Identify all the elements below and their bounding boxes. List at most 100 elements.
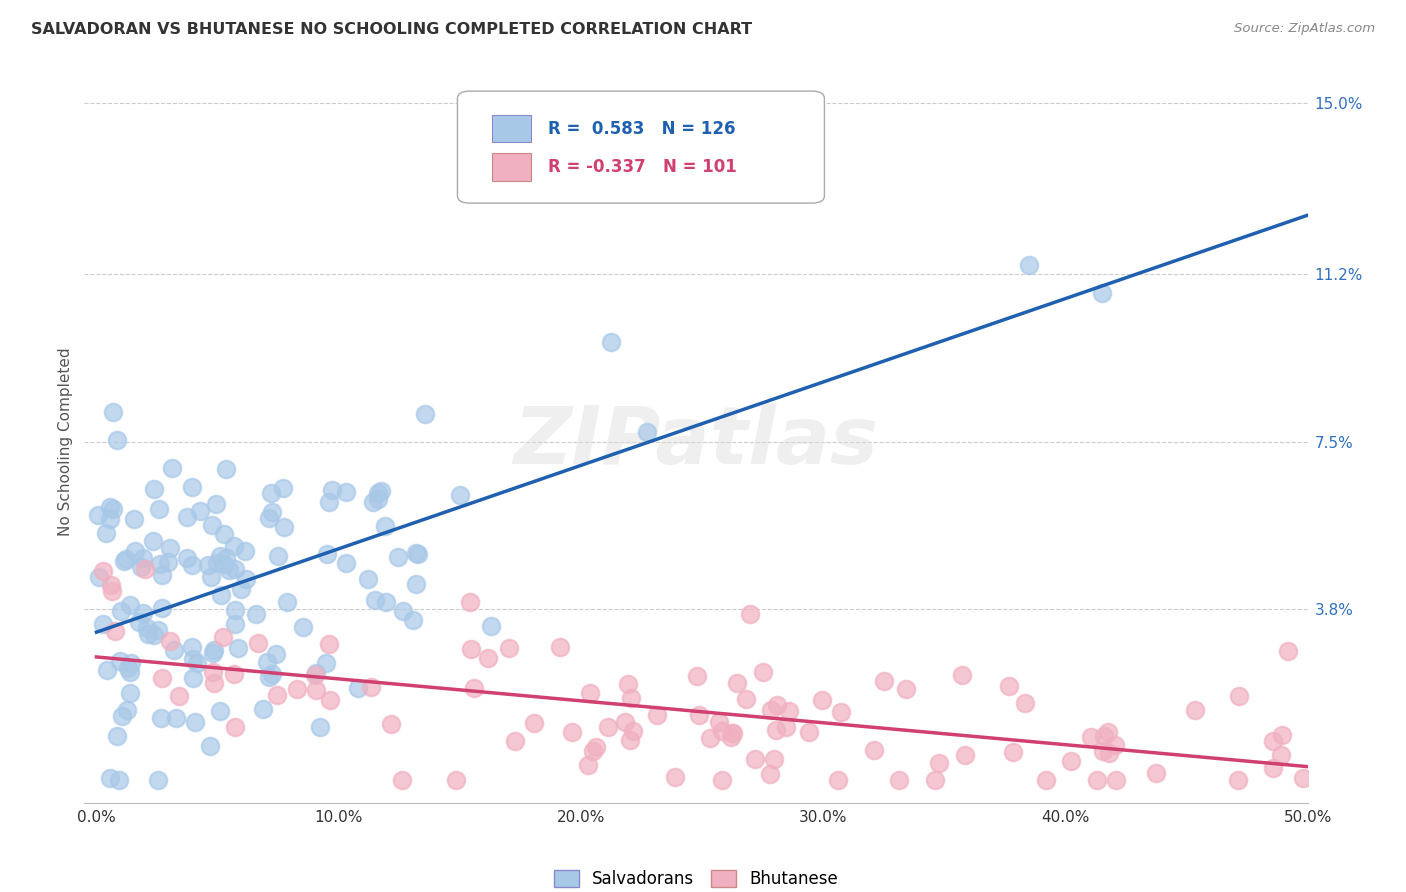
Point bbox=[110, 604, 132, 618]
Point bbox=[169, 689, 191, 703]
Point bbox=[146, 773, 169, 788]
Point bbox=[259, 485, 281, 500]
Point bbox=[209, 588, 232, 602]
Point bbox=[309, 720, 332, 734]
Point bbox=[111, 709, 134, 723]
Point bbox=[202, 665, 225, 679]
Point bbox=[711, 723, 734, 738]
Point bbox=[136, 621, 159, 635]
Point bbox=[391, 773, 413, 788]
Point bbox=[402, 613, 425, 627]
Point bbox=[128, 615, 150, 629]
Text: SALVADORAN VS BHUTANESE NO SCHOOLING COMPLETED CORRELATION CHART: SALVADORAN VS BHUTANESE NO SCHOOLING COM… bbox=[31, 22, 752, 37]
Point bbox=[1277, 644, 1299, 658]
Point bbox=[578, 757, 600, 772]
FancyBboxPatch shape bbox=[457, 91, 824, 203]
Point bbox=[91, 565, 114, 579]
Point bbox=[616, 676, 638, 690]
Point bbox=[1035, 773, 1057, 788]
Point bbox=[364, 593, 387, 607]
Point bbox=[953, 748, 976, 763]
Point bbox=[205, 497, 228, 511]
Point bbox=[104, 624, 127, 639]
Point bbox=[1184, 703, 1206, 717]
Point bbox=[149, 711, 172, 725]
Point bbox=[305, 682, 328, 697]
Point bbox=[285, 681, 308, 696]
Point bbox=[997, 679, 1019, 693]
Point bbox=[224, 603, 246, 617]
Point bbox=[159, 634, 181, 648]
Point bbox=[797, 725, 820, 739]
Point bbox=[110, 654, 132, 668]
Point bbox=[202, 643, 225, 657]
Point bbox=[101, 405, 124, 419]
Point bbox=[132, 550, 155, 565]
Point bbox=[744, 751, 766, 765]
Point bbox=[928, 756, 950, 770]
Point bbox=[645, 708, 668, 723]
Point bbox=[1105, 773, 1128, 788]
Point bbox=[180, 640, 202, 654]
Point bbox=[112, 554, 135, 568]
Point bbox=[600, 335, 623, 350]
Point bbox=[108, 773, 131, 788]
Point bbox=[1014, 696, 1036, 710]
Point bbox=[1146, 766, 1168, 780]
Point bbox=[214, 550, 236, 565]
Point bbox=[444, 773, 467, 788]
Point bbox=[449, 488, 471, 502]
Point bbox=[105, 433, 128, 447]
Point bbox=[463, 681, 485, 696]
Point bbox=[181, 480, 204, 494]
Point bbox=[98, 771, 121, 785]
Point bbox=[738, 607, 761, 622]
Point bbox=[1104, 739, 1126, 753]
Point bbox=[863, 743, 886, 757]
Point bbox=[361, 495, 384, 509]
Point bbox=[1263, 761, 1285, 775]
Point bbox=[259, 671, 281, 685]
Point bbox=[387, 549, 409, 564]
Point bbox=[245, 607, 267, 621]
Point bbox=[205, 556, 228, 570]
Point bbox=[267, 549, 290, 564]
Point bbox=[176, 550, 198, 565]
Point bbox=[224, 539, 246, 553]
Point bbox=[775, 720, 797, 734]
Point bbox=[318, 637, 340, 651]
Point bbox=[142, 482, 165, 496]
Point bbox=[183, 671, 205, 685]
Point bbox=[118, 598, 141, 612]
Point bbox=[124, 544, 146, 558]
Point bbox=[152, 671, 174, 685]
Point bbox=[335, 556, 357, 570]
Point bbox=[200, 570, 222, 584]
Text: R = -0.337   N = 101: R = -0.337 N = 101 bbox=[548, 158, 737, 176]
Text: Source: ZipAtlas.com: Source: ZipAtlas.com bbox=[1234, 22, 1375, 36]
Point bbox=[146, 623, 169, 637]
Point bbox=[260, 666, 283, 681]
Point bbox=[479, 619, 502, 633]
Point bbox=[226, 641, 249, 656]
Point bbox=[181, 652, 204, 666]
Point bbox=[165, 711, 187, 725]
Point bbox=[100, 578, 122, 592]
Point bbox=[247, 635, 270, 649]
Point bbox=[96, 663, 118, 677]
Point bbox=[98, 512, 121, 526]
Point bbox=[762, 752, 785, 766]
Point bbox=[752, 665, 775, 680]
Point bbox=[636, 425, 658, 439]
Point bbox=[163, 643, 186, 657]
Point bbox=[686, 669, 709, 683]
Point bbox=[103, 502, 125, 516]
Point bbox=[1097, 725, 1119, 739]
Point bbox=[188, 504, 211, 518]
Point bbox=[759, 767, 782, 781]
Point bbox=[873, 674, 896, 689]
Point bbox=[460, 642, 482, 657]
Point bbox=[202, 676, 225, 690]
Point bbox=[405, 546, 427, 560]
Point bbox=[357, 572, 380, 586]
